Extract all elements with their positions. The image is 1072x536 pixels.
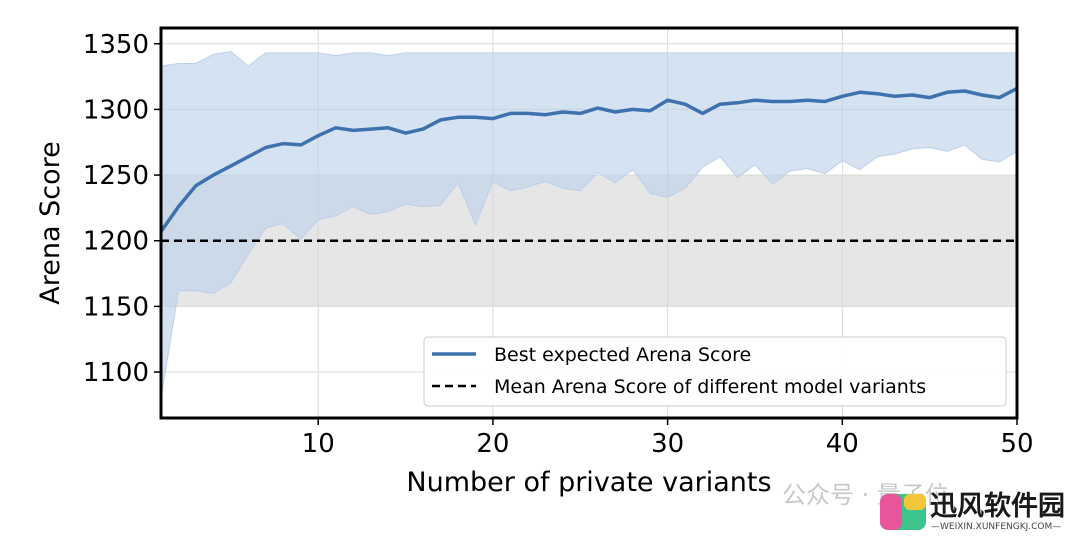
x-axis-label: Number of private variants	[406, 467, 771, 498]
plot-frame	[159, 26, 1019, 420]
watermark: 公众号 · 量子位 迅风软件园 —WEIXIN.XUNFENGKJ.COM—	[782, 481, 1065, 532]
y-tick-label: 1300	[83, 95, 149, 125]
x-tick-label: 40	[826, 429, 859, 459]
watermark-brand-url: —WEIXIN.XUNFENGKJ.COM—	[931, 522, 1061, 532]
x-tick-label: 20	[476, 429, 509, 459]
x-tick-label: 30	[651, 429, 684, 459]
legend-box	[423, 336, 1007, 407]
x-tick-label: 50	[1000, 429, 1033, 459]
legend-label-best: Best expected Arena Score	[494, 344, 751, 366]
watermark-logo-accent-icon	[880, 494, 902, 530]
y-tick-label: 1150	[83, 292, 149, 322]
x-tick-label: 10	[302, 429, 335, 459]
series-line-best	[159, 86, 1018, 233]
y-tick-label: 1250	[83, 161, 149, 191]
y-tick-label: 1100	[83, 358, 149, 388]
watermark-brand-name: 迅风软件园	[930, 491, 1065, 522]
y-tick-label: 1350	[83, 30, 149, 60]
ticks-layer: 10 20 30 40 50 1100 1150 1200 1250 1300 1350	[83, 30, 1034, 459]
legend-label-mean: Mean Arena Score of different model vari…	[494, 376, 926, 398]
y-tick-label: 1200	[83, 227, 149, 257]
watermark-logo-accent2-icon	[904, 494, 926, 510]
legend: Best expected Arena Score Mean Arena Sco…	[423, 336, 1007, 407]
y-axis-label: Arena Score	[35, 141, 66, 304]
